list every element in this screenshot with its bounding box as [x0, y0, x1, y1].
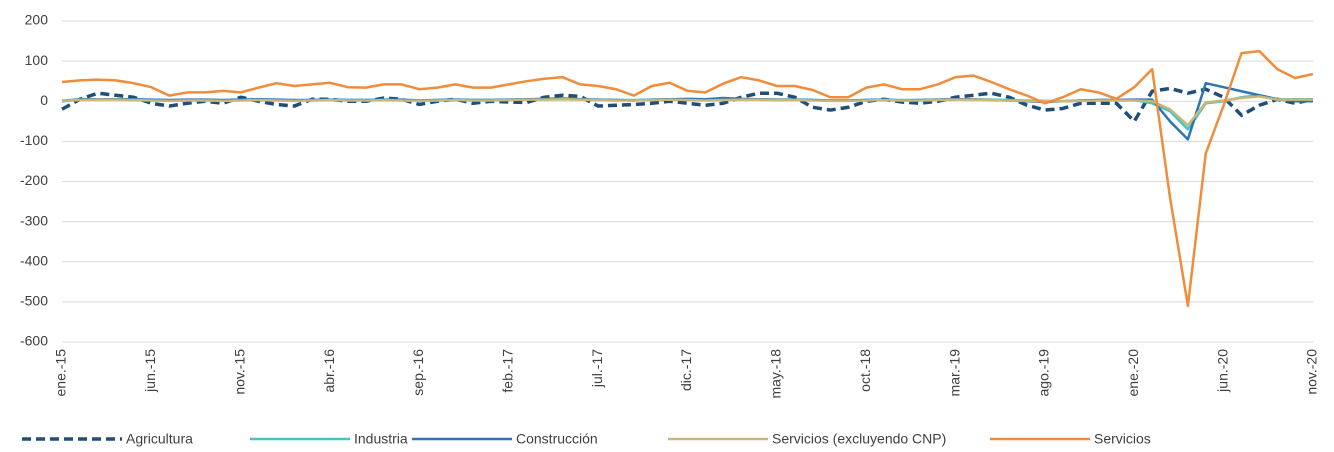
series-line	[61, 86, 1314, 124]
y-tick-label: -400	[20, 252, 48, 268]
x-tick-label: nov.-15	[231, 349, 247, 395]
series-line	[61, 49, 1314, 308]
x-tick-label: feb.-17	[499, 349, 515, 393]
x-tick-label: may.-18	[768, 349, 784, 399]
x-tick-label: dic.-17	[678, 349, 694, 391]
y-tick-label: -500	[20, 293, 48, 309]
x-tick-label: nov.-20	[1304, 349, 1320, 395]
y-tick-label: -100	[20, 132, 48, 148]
x-tick-label: ago.-19	[1036, 349, 1052, 397]
y-tick-label: -600	[20, 333, 48, 349]
series-line	[61, 95, 1313, 127]
x-tick-label: ene.-15	[53, 349, 69, 397]
x-tick-label: jul.-17	[589, 349, 605, 388]
y-tick-label: 0	[40, 92, 48, 108]
legend-label: Servicios (excluyendo CNP)	[772, 431, 946, 447]
x-tick-label: jun.-20	[1214, 349, 1230, 393]
y-tick-label: -300	[20, 212, 48, 228]
x-tick-label: mar.-19	[946, 349, 962, 397]
x-tick-label: sep.-16	[410, 349, 426, 396]
x-tick-label: jun.-15	[142, 349, 158, 393]
x-tick-label: ene.-20	[1125, 349, 1141, 397]
legend-label: Servicios	[1094, 431, 1151, 447]
x-tick-label: abr.-16	[321, 349, 337, 393]
y-tick-label: -200	[20, 172, 48, 188]
y-tick-label: 100	[25, 52, 49, 68]
y-tick-label: 200	[25, 12, 49, 28]
x-tick-label: oct.-18	[857, 349, 873, 392]
legend-label: Industria	[354, 431, 408, 447]
legend-label: Construcción	[516, 431, 598, 447]
legend-label: Agricultura	[126, 431, 193, 447]
